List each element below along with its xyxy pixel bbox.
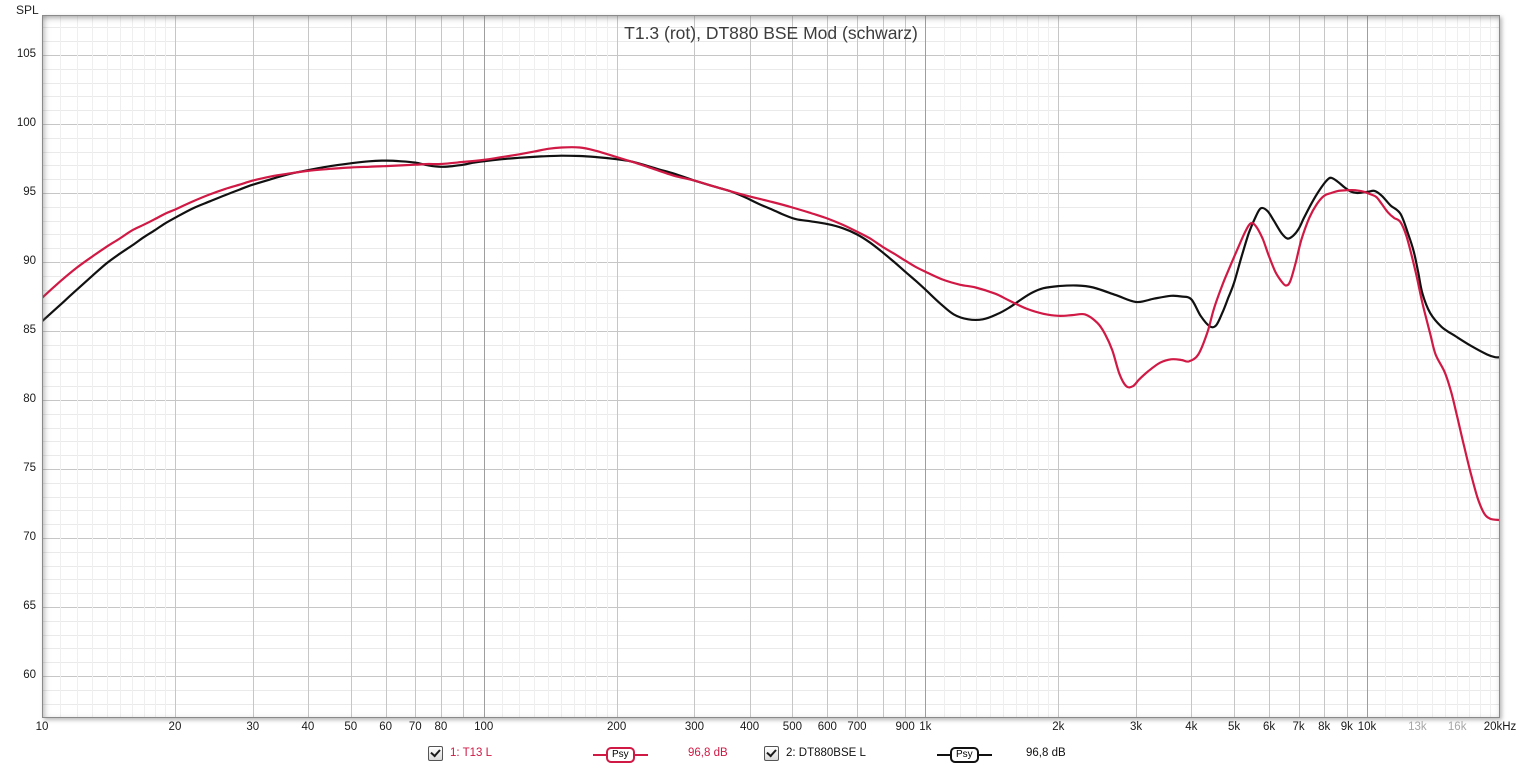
x-tick-label: 16k <box>1447 721 1467 733</box>
y-tick-label: 80 <box>23 393 36 405</box>
t13-psy-badge: Psy <box>606 747 635 763</box>
y-tick-label: 65 <box>23 600 36 612</box>
x-tick-label: 300 <box>684 721 704 733</box>
x-tick-label: 10k <box>1357 721 1377 733</box>
x-tick-label: 40 <box>301 721 315 733</box>
traces <box>42 146 1500 522</box>
x-tick-label: 80 <box>434 721 448 733</box>
x-tick-label: 600 <box>817 721 837 733</box>
y-tick-label: 95 <box>23 186 36 198</box>
gridlines <box>42 15 1500 718</box>
y-tick-label: 105 <box>16 48 36 60</box>
dt880-level-value: 96,8 dB <box>1026 747 1066 759</box>
t13-trace-line <box>593 754 606 756</box>
y-tick-label: 100 <box>16 117 36 129</box>
x-tick-label: 50 <box>344 721 358 733</box>
legend-item-t13: 1: T13 L <box>428 745 492 761</box>
x-tick-label: 200 <box>607 721 627 733</box>
y-tick-label: 75 <box>23 462 36 474</box>
x-tick-label: 5k <box>1228 721 1241 733</box>
x-tick-label: 20kHz <box>1483 721 1517 733</box>
legend-item-dt880: 2: DT880BSE L <box>764 745 866 761</box>
y-axis-title: SPL <box>16 3 39 17</box>
x-tick-label: 700 <box>847 721 867 733</box>
x-tick-label: 20 <box>168 721 182 733</box>
y-tick-label: 90 <box>23 255 36 267</box>
x-tick-label: 100 <box>474 721 494 733</box>
legend-label-dt880: 2: DT880BSE L <box>786 747 866 759</box>
x-tick-label: 9k <box>1340 721 1353 733</box>
x-tick-label: 13k <box>1408 721 1427 733</box>
t13-level-value: 96,8 dB <box>688 747 728 759</box>
x-tick-label: 60 <box>379 721 393 733</box>
x-tick-label: 8k <box>1318 721 1331 733</box>
legend-label-t13: 1: T13 L <box>450 747 492 759</box>
x-tick-label: 4k <box>1185 721 1198 733</box>
y-tick-label: 85 <box>23 324 36 336</box>
x-tick-label: 3k <box>1130 721 1143 733</box>
x-tick-label: 2k <box>1052 721 1065 733</box>
t13-smoothing-marker: Psy <box>593 747 648 763</box>
t13-trace-line <box>634 754 648 756</box>
x-tick-label: 1k <box>919 721 932 733</box>
trace-t13 <box>42 146 1500 522</box>
x-tick-label: 6k <box>1262 721 1276 733</box>
x-tick-label: 500 <box>782 721 802 733</box>
plot-background <box>42 15 1500 718</box>
t13-visibility-checkbox[interactable] <box>428 745 443 761</box>
trace-dt880 <box>42 154 1500 359</box>
x-tick-label: 30 <box>246 721 260 733</box>
x-tick-label: 900 <box>895 721 915 733</box>
x-tick-label: 10 <box>35 721 49 733</box>
dt880-smoothing-marker: Psy <box>937 747 992 763</box>
dt880-psy-badge: Psy <box>950 747 979 763</box>
x-tick-label: 7k <box>1292 721 1305 733</box>
x-tick-label: 70 <box>408 721 422 733</box>
dt880-visibility-checkbox[interactable] <box>764 745 779 761</box>
dt880-trace-line <box>978 754 992 756</box>
dt880-trace-line <box>937 754 950 756</box>
y-tick-label: 60 <box>23 669 36 681</box>
y-tick-label: 70 <box>23 531 36 543</box>
x-tick-label: 400 <box>740 721 760 733</box>
